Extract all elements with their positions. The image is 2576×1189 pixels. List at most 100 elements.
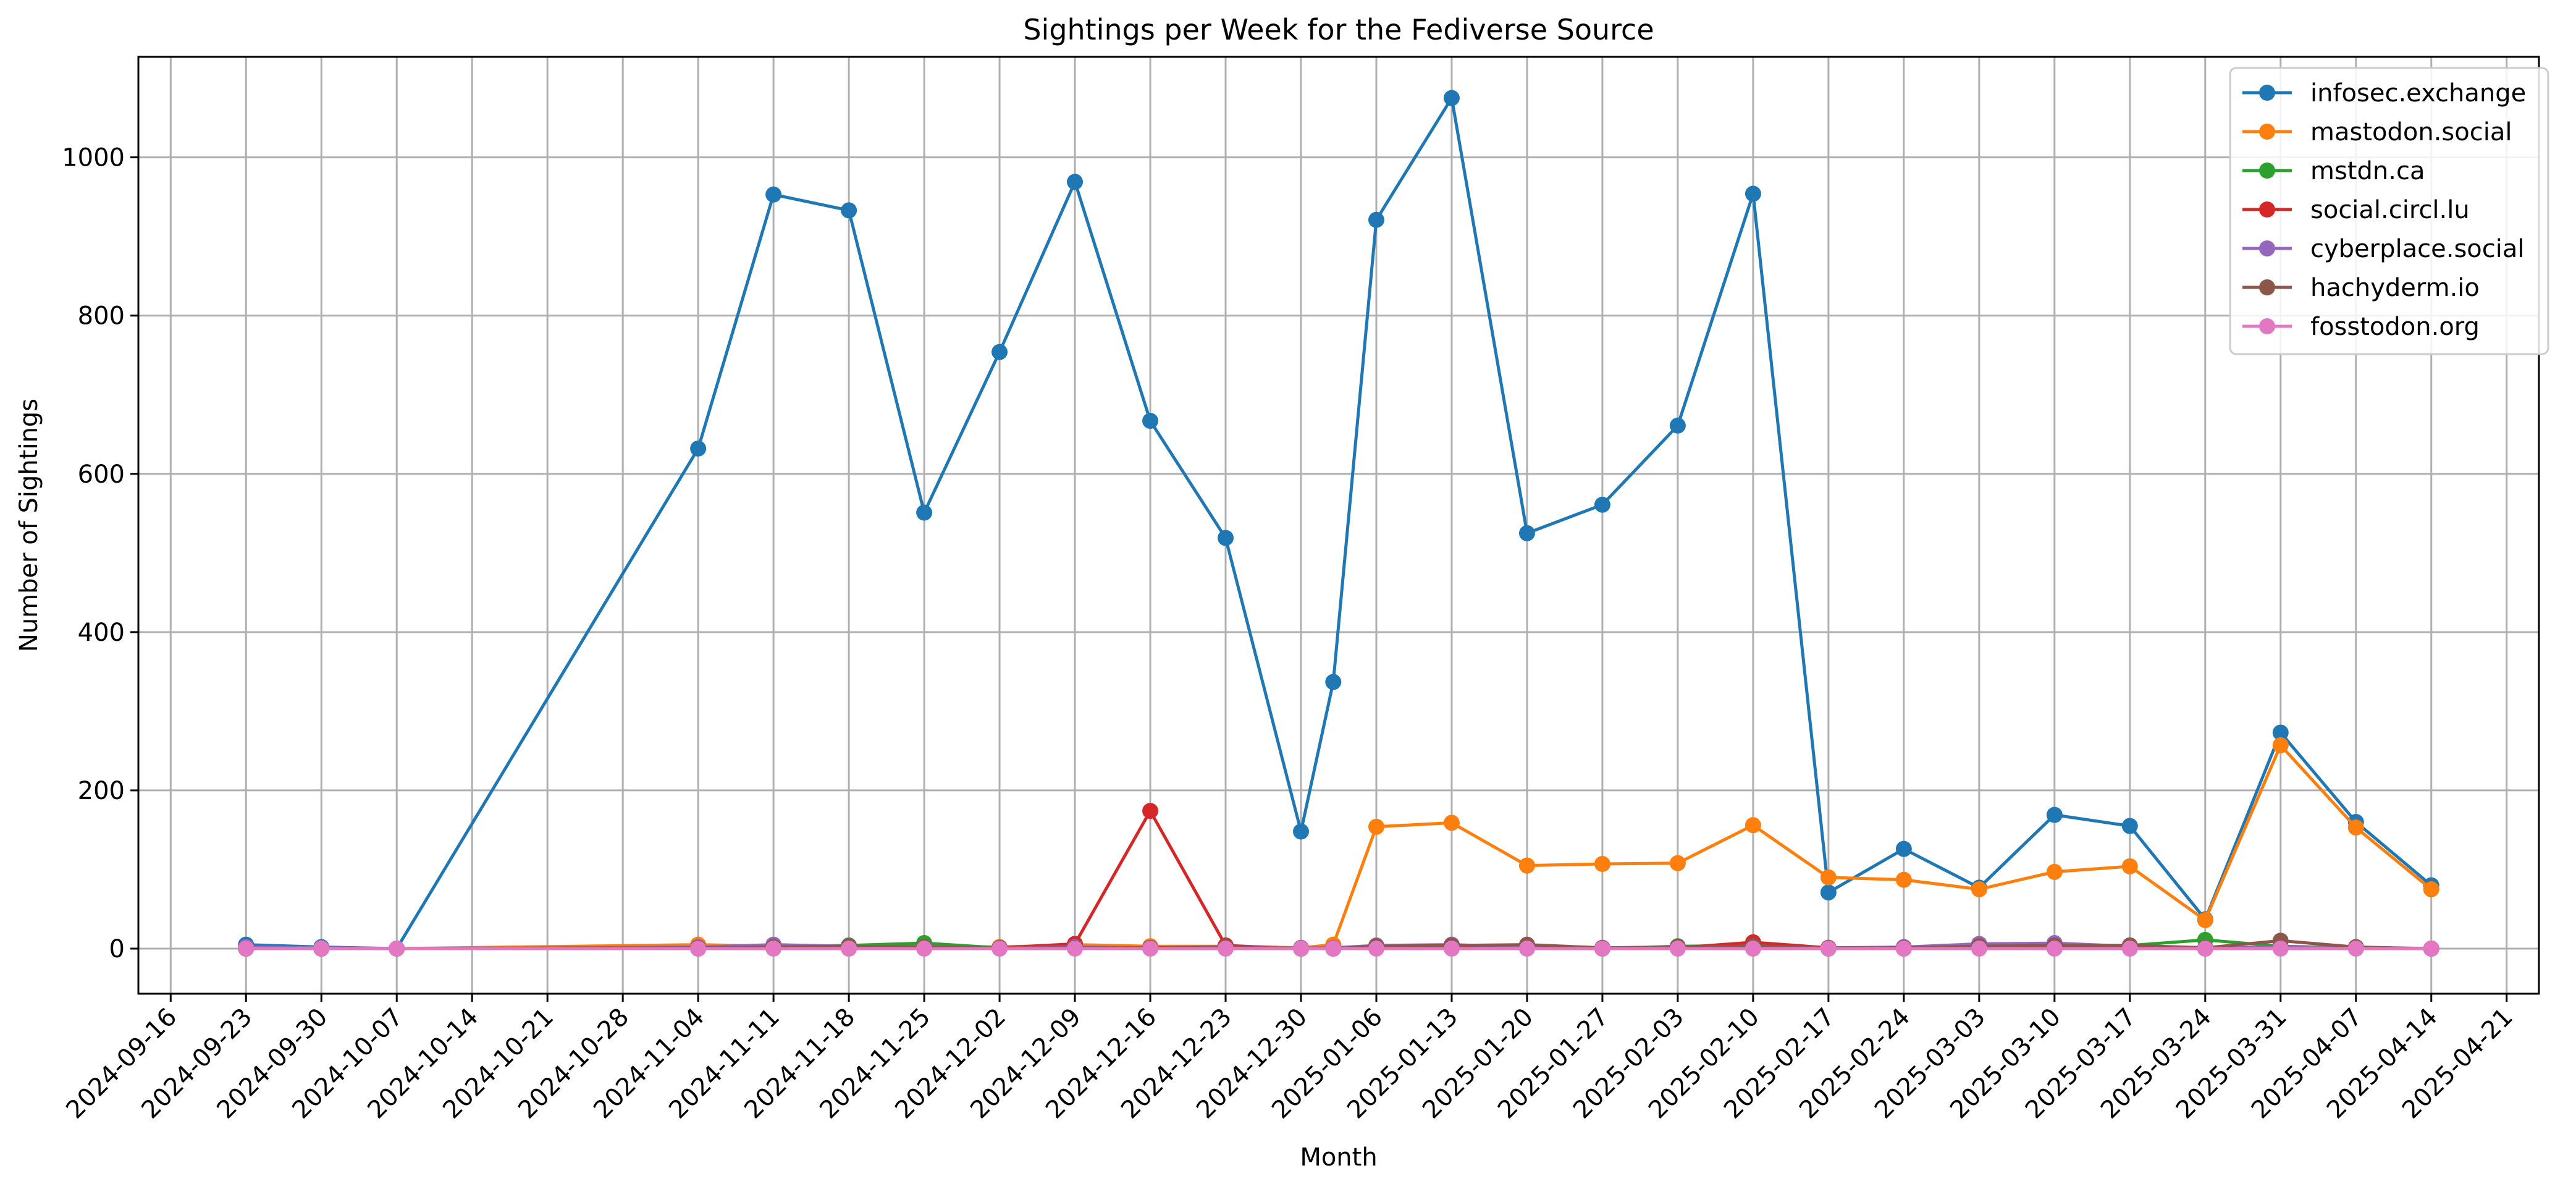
data-point [1820, 941, 1837, 957]
data-point [1142, 941, 1159, 957]
series-mastodon-social [238, 737, 2439, 957]
legend-item: mstdn.ca [2242, 157, 2425, 185]
legend-swatch-marker [2259, 318, 2275, 334]
series-line [246, 939, 2431, 950]
legend-label: mastodon.social [2310, 118, 2512, 146]
legend-item: mastodon.social [2242, 118, 2512, 146]
legend-item: fosstodon.org [2242, 313, 2480, 341]
data-point [1669, 941, 1686, 957]
data-point [2272, 724, 2289, 741]
data-point [1745, 185, 1761, 202]
data-point [2046, 941, 2063, 957]
legend-swatch-marker [2259, 201, 2275, 218]
data-point [1368, 818, 1384, 835]
y-tick-label: 1000 [62, 144, 125, 172]
axis-ticks: 2024-09-162024-09-232024-09-302024-10-07… [61, 144, 2518, 1125]
data-point [1142, 803, 1159, 819]
data-point [1594, 496, 1610, 513]
data-point [2197, 912, 2213, 928]
y-tick-label: 200 [78, 777, 125, 805]
legend-swatch-marker [2259, 279, 2275, 295]
legend-swatch-marker [2259, 85, 2275, 101]
series-fosstodon-org [238, 941, 2439, 957]
data-point [2272, 737, 2289, 753]
data-point [1745, 817, 1761, 834]
series-line [246, 743, 2433, 950]
data-point [1293, 941, 1310, 957]
data-point [841, 941, 857, 957]
grid-lines [138, 57, 2539, 994]
data-point [1368, 211, 1384, 228]
data-point [1745, 941, 1761, 957]
data-point [1293, 823, 1310, 840]
data-point [2272, 941, 2289, 957]
legend-swatch-marker [2259, 163, 2275, 179]
data-point [2121, 941, 2138, 957]
data-point [2347, 941, 2364, 957]
data-point [1067, 941, 1084, 957]
data-point [1594, 941, 1610, 957]
data-point [1895, 871, 1912, 888]
data-point [841, 202, 857, 219]
data-point [1971, 881, 1987, 897]
legend: infosec.exchange mastodon.social mstdn.ca s… [2229, 67, 2549, 355]
data-point [2197, 941, 2213, 957]
data-point [313, 941, 330, 957]
y-tick-label: 600 [78, 460, 125, 489]
data-point [1443, 815, 1460, 831]
data-point [1820, 884, 1837, 901]
data-point [1518, 525, 1535, 541]
data-point [916, 504, 933, 521]
data-point [2121, 818, 2138, 834]
legend-label: cyberplace.social [2310, 235, 2524, 263]
data-point [1669, 417, 1686, 434]
data-point [1325, 674, 1342, 690]
data-point [1142, 412, 1159, 429]
legend-swatch-marker [2259, 240, 2275, 256]
data-point [2121, 858, 2138, 874]
data-point [1218, 530, 1234, 546]
legend-label: mstdn.ca [2310, 157, 2425, 185]
legend-item: cyberplace.social [2242, 235, 2524, 263]
data-point [765, 186, 782, 203]
data-point [1325, 941, 1342, 957]
legend-item: social.circl.lu [2242, 196, 2470, 224]
data-point [2046, 863, 2063, 880]
x-axis-label: Month [1300, 1143, 1377, 1172]
chart-title: Sightings per Week for the Fediverse Sou… [1023, 13, 1654, 46]
data-point [991, 941, 1008, 957]
data-point [2423, 881, 2439, 897]
data-point [765, 941, 782, 957]
data-point [1669, 855, 1686, 871]
legend-label: infosec.exchange [2310, 79, 2526, 108]
data-point [1218, 941, 1234, 957]
data-point [1518, 857, 1535, 874]
data-point [238, 941, 255, 957]
data-point [991, 344, 1008, 360]
data-point [1443, 941, 1460, 957]
series-infosec-exchange [238, 90, 2439, 957]
y-tick-label: 0 [109, 935, 125, 963]
y-tick-label: 400 [78, 619, 125, 647]
data-point [1971, 941, 1987, 957]
y-axis-label: Number of Sightings [15, 399, 43, 652]
legend-item: infosec.exchange [2242, 79, 2526, 108]
data-point [1518, 941, 1535, 957]
data-point [1368, 941, 1384, 957]
plot-frame [137, 56, 2540, 995]
data-point [1895, 941, 1912, 957]
data-point [2046, 806, 2063, 823]
legend-swatch-marker [2259, 124, 2275, 140]
legend-label: fosstodon.org [2310, 313, 2480, 341]
legend-box [2229, 67, 2549, 355]
series-line [246, 96, 2433, 950]
data-point [1443, 90, 1460, 106]
legend-item: hachyderm.io [2242, 274, 2480, 302]
data-point [1594, 856, 1610, 873]
data-point [1895, 840, 1912, 857]
y-tick-label: 800 [78, 302, 125, 331]
data-point [2423, 941, 2439, 957]
data-point [690, 941, 707, 957]
data-point [389, 941, 405, 957]
